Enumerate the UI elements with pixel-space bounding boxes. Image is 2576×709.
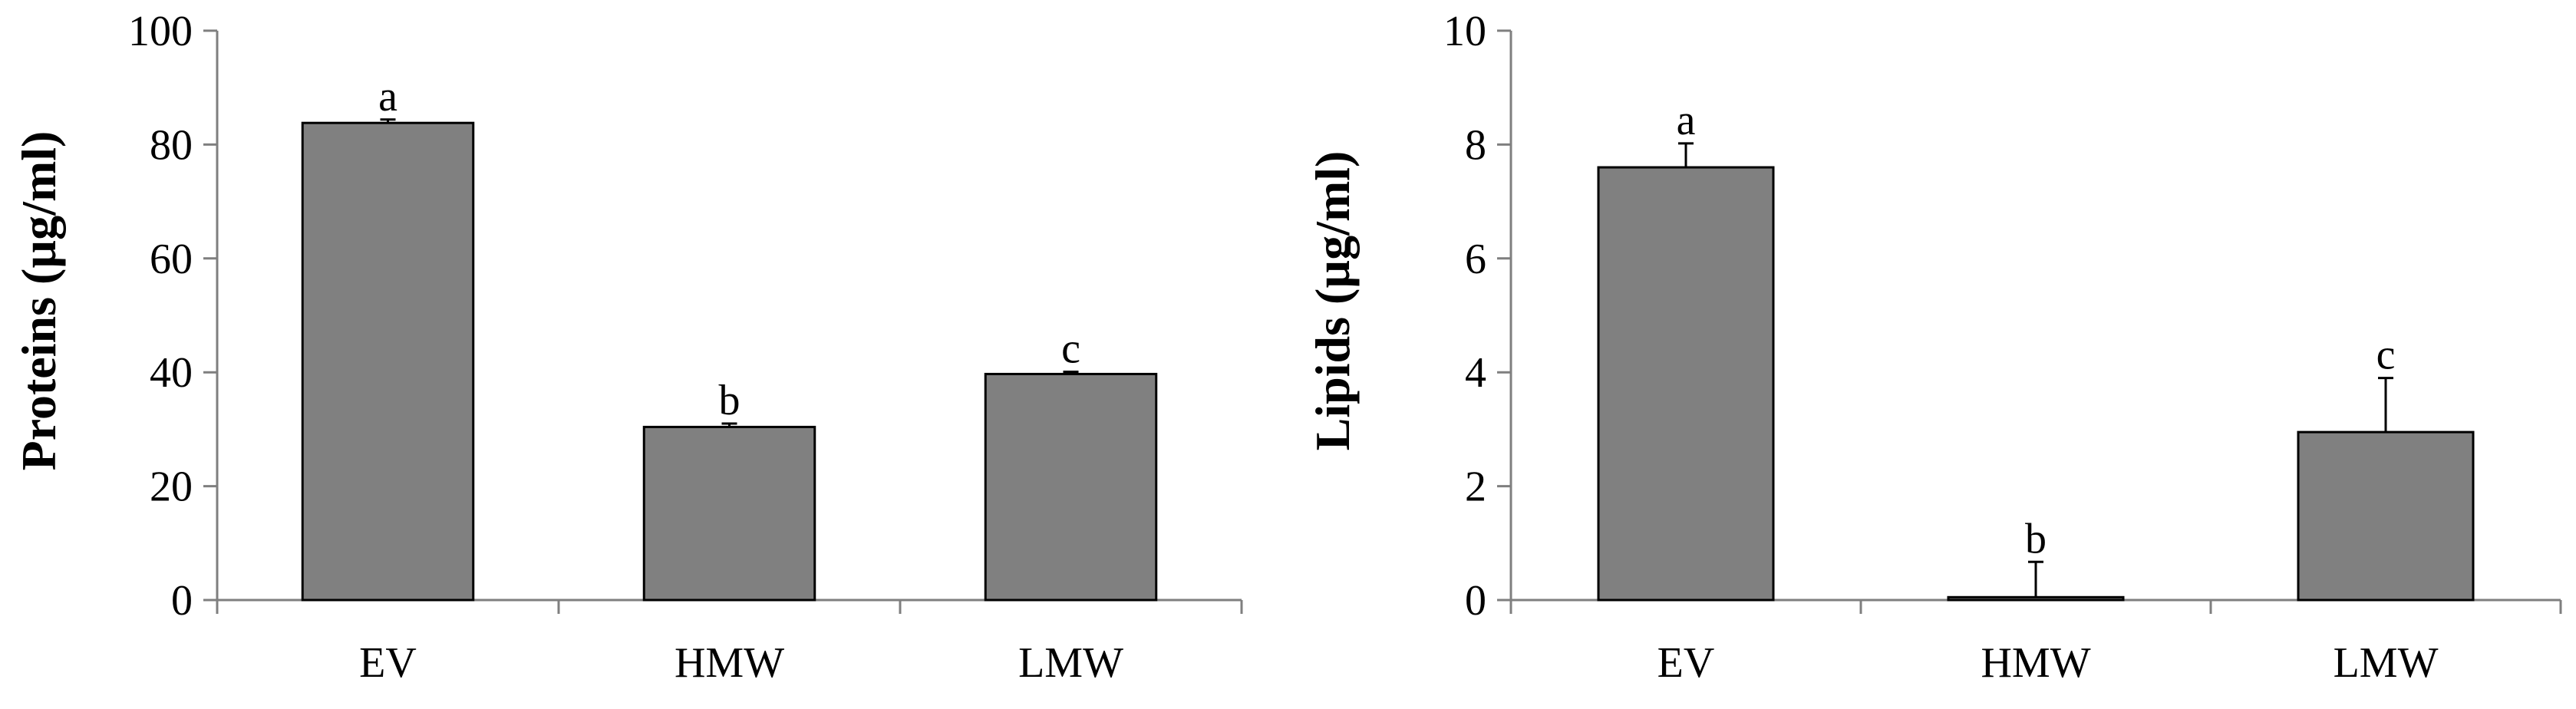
y-axis-title: Proteins (µg/ml) bbox=[12, 131, 66, 471]
lipids-chart: Lipids (µg/ml) 0 2 4 6 8 10 a EV b HMW c LMW bbox=[1305, 8, 2562, 687]
y-tick-label: 20 bbox=[150, 463, 193, 511]
x-tick-label: HMW bbox=[1981, 639, 2090, 687]
y-tick-label: 0 bbox=[171, 577, 193, 625]
significance-label: b bbox=[2025, 515, 2047, 562]
x-tick-label: LMW bbox=[1018, 639, 1123, 687]
x-tick-label: EV bbox=[1657, 639, 1715, 687]
y-tick-label: 6 bbox=[1465, 236, 1486, 283]
x-tick-label: EV bbox=[359, 639, 417, 687]
bar-lmw bbox=[2297, 430, 2475, 602]
significance-label: c bbox=[1061, 325, 1080, 372]
y-tick-label: 8 bbox=[1465, 121, 1486, 169]
significance-label: a bbox=[378, 73, 397, 120]
significance-label: c bbox=[2376, 331, 2396, 379]
bar-hmw bbox=[1947, 595, 2125, 602]
bar-ev bbox=[301, 121, 475, 602]
significance-label: b bbox=[719, 377, 740, 424]
bar-hmw bbox=[642, 425, 816, 602]
x-tick-label: LMW bbox=[2334, 639, 2439, 687]
y-tick-label: 10 bbox=[1443, 8, 1486, 55]
y-tick-label: 2 bbox=[1465, 463, 1486, 511]
x-tick-label: HMW bbox=[675, 639, 784, 687]
y-tick-label: 100 bbox=[128, 8, 193, 55]
y-tick-label: 60 bbox=[150, 236, 193, 283]
proteins-chart: Proteins (µg/ml) 0 20 40 60 80 100 a EV b HMW c LMW bbox=[12, 8, 1243, 687]
bar-ev bbox=[1597, 166, 1775, 602]
y-tick-label: 0 bbox=[1465, 577, 1486, 625]
y-tick-label: 80 bbox=[150, 121, 193, 169]
significance-label: a bbox=[1677, 97, 1696, 144]
y-axis-title: Lipids (µg/ml) bbox=[1305, 151, 1360, 451]
y-tick-label: 4 bbox=[1465, 349, 1486, 397]
y-tick-label: 40 bbox=[150, 349, 193, 397]
bar-lmw bbox=[984, 372, 1158, 602]
